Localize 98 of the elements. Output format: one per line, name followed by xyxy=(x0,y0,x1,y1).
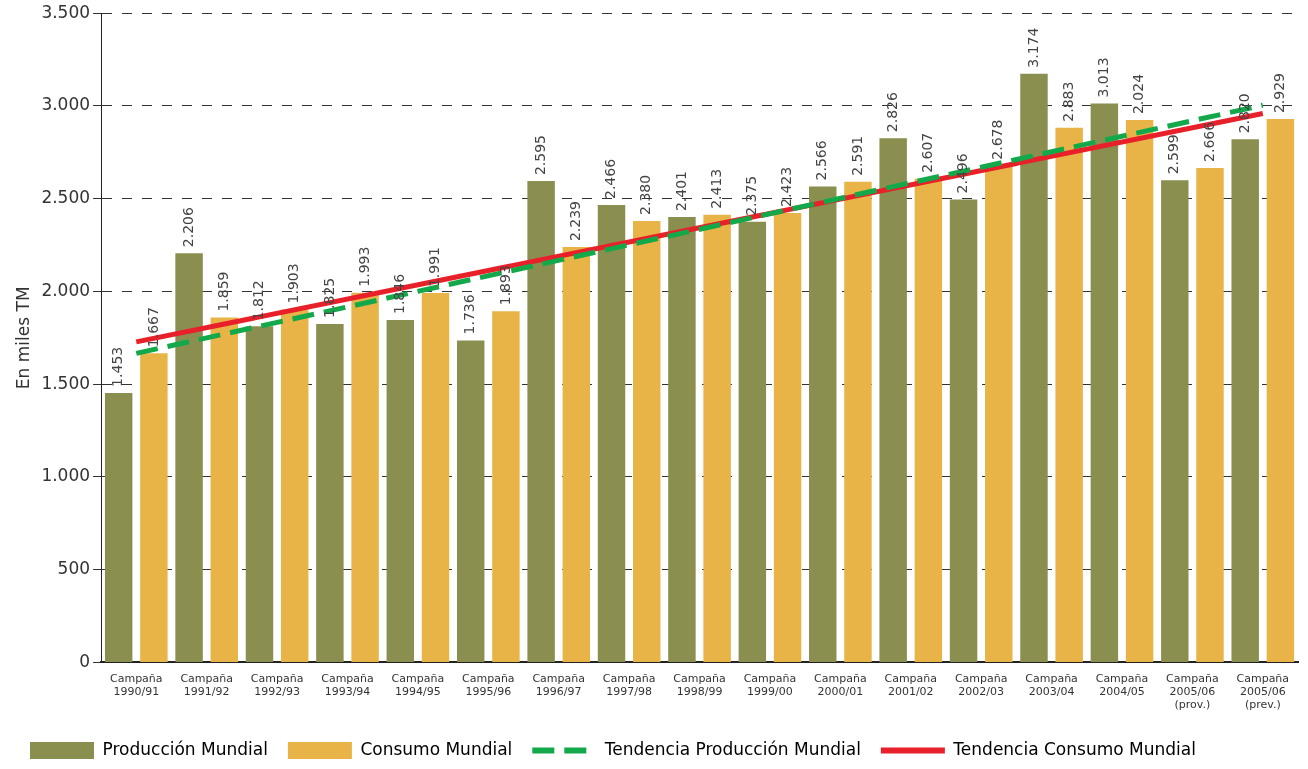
data-label: 2.413 xyxy=(707,168,724,209)
bar xyxy=(668,217,696,662)
bar xyxy=(1231,139,1259,662)
bar xyxy=(1090,103,1119,662)
data-label: 2.595 xyxy=(531,134,548,176)
annotation: 2.024 xyxy=(1130,73,1147,115)
x-tick-label: Campaña 1995/96 xyxy=(462,671,515,699)
data-label: 2.820 xyxy=(1235,93,1252,134)
data-label: 2.566 xyxy=(813,140,830,181)
bar xyxy=(703,214,731,662)
data-label: 2.678 xyxy=(989,119,1006,160)
bar xyxy=(1125,120,1154,662)
x-tick-label: Campaña 2004/05 xyxy=(1095,671,1149,699)
data-label: 1.903 xyxy=(285,263,302,304)
bar xyxy=(773,212,802,662)
bar xyxy=(809,186,837,662)
bar xyxy=(1196,167,1224,662)
bar xyxy=(386,319,415,662)
bar xyxy=(245,326,274,662)
y-tick-label: 0 xyxy=(79,650,91,671)
bar xyxy=(527,181,555,662)
bar xyxy=(140,353,168,662)
data-label: 1.667 xyxy=(144,307,161,348)
y-tick-label: 1.000 xyxy=(41,465,91,486)
data-label: 2.591 xyxy=(848,135,865,176)
data-label: 1.893 xyxy=(496,265,513,306)
bar xyxy=(949,199,978,662)
bar xyxy=(456,340,485,662)
x-tick-label: Campaña 1992/93 xyxy=(250,671,304,699)
data-label: 2.599 xyxy=(1165,134,1182,175)
bar xyxy=(985,165,1013,662)
data-label: 1.453 xyxy=(109,346,126,387)
bar xyxy=(597,204,626,662)
data-label: 1.736 xyxy=(461,294,478,335)
data-label: 1.991 xyxy=(426,247,443,288)
data-label: 3.174 xyxy=(1024,27,1041,68)
y-tick-label: 3.500 xyxy=(41,1,91,22)
y-tick-label: 500 xyxy=(57,558,91,579)
bar xyxy=(175,253,203,662)
bar xyxy=(633,220,661,662)
x-tick-label: Campaña 1997/98 xyxy=(602,671,656,699)
bar xyxy=(1266,119,1295,662)
x-tick-label: Campaña 1991/92 xyxy=(180,671,233,699)
legend-label: Consumo Mundial xyxy=(360,738,513,759)
data-label: 2.883 xyxy=(1059,81,1076,122)
x-tick-label: Campaña 1998/99 xyxy=(673,671,726,699)
bar xyxy=(738,221,767,662)
data-label: 2.401 xyxy=(672,170,689,212)
data-label: 1.846 xyxy=(390,273,407,314)
x-tick-label: Campaña 1990/91 xyxy=(109,671,163,699)
y-axis-title: En miles TM xyxy=(12,286,33,390)
x-tick-label: Campaña 1994/95 xyxy=(391,671,445,699)
x-tick-label: Campaña 1993/94 xyxy=(321,671,374,699)
bar xyxy=(492,311,520,662)
legend-label: Tendencia Producción Mundial xyxy=(603,738,861,759)
bar xyxy=(104,392,133,662)
data-label: 2.666 xyxy=(1200,121,1217,162)
bar xyxy=(421,293,450,662)
data-label: 2.929 xyxy=(1271,73,1288,114)
y-tick-label: 2.000 xyxy=(41,279,91,300)
data-label: 2.496 xyxy=(954,153,971,194)
y-tick-label: 3.000 xyxy=(41,94,91,115)
legend-label: Producción Mundial xyxy=(102,738,268,759)
x-tick-label: Campaña 2005/06 (prev.) xyxy=(1236,671,1290,712)
bar xyxy=(316,323,344,662)
x-tick-label: Campaña 2002/03 xyxy=(954,671,1008,699)
x-tick-label: Campaña 2001/02 xyxy=(884,671,938,699)
bar xyxy=(879,138,907,662)
data-label: 1.812 xyxy=(250,280,267,321)
x-tick-label: Campaña 1996/97 xyxy=(532,671,586,699)
data-label: 2.239 xyxy=(566,201,583,242)
data-label: 1.859 xyxy=(214,271,231,312)
data-label: 2.206 xyxy=(179,207,196,248)
bar xyxy=(562,247,591,662)
x-tick-label: Campaña 2003/04 xyxy=(1025,671,1078,699)
bar xyxy=(1055,127,1083,662)
legend-label: Tendencia Consumo Mundial xyxy=(952,738,1196,759)
data-label: 2.375 xyxy=(742,175,759,216)
bar xyxy=(914,178,943,662)
bar xyxy=(351,292,379,662)
data-label: 1.993 xyxy=(355,246,372,287)
y-tick-label: 1.500 xyxy=(41,372,91,393)
bar xyxy=(210,317,239,662)
bar xyxy=(1161,180,1189,662)
data-label: 2.423 xyxy=(778,166,795,207)
data-label: 2.466 xyxy=(602,158,619,199)
bar xyxy=(280,309,309,662)
y-tick-label: 2.500 xyxy=(41,187,91,208)
data-label: 2.380 xyxy=(637,174,654,215)
x-tick-label: Campaña 2005/06 (prov.) xyxy=(1166,671,1219,712)
data-label: 2.607 xyxy=(919,132,935,173)
x-tick-label: Campaña 1999/00 xyxy=(743,671,797,699)
bar xyxy=(1020,73,1048,662)
data-label: 3.013 xyxy=(1095,57,1112,98)
data-label: 2.826 xyxy=(883,92,900,133)
bar xyxy=(844,181,872,662)
x-tick-label: Campaña 2000/01 xyxy=(814,671,867,699)
data-label: 1.825 xyxy=(320,277,337,318)
